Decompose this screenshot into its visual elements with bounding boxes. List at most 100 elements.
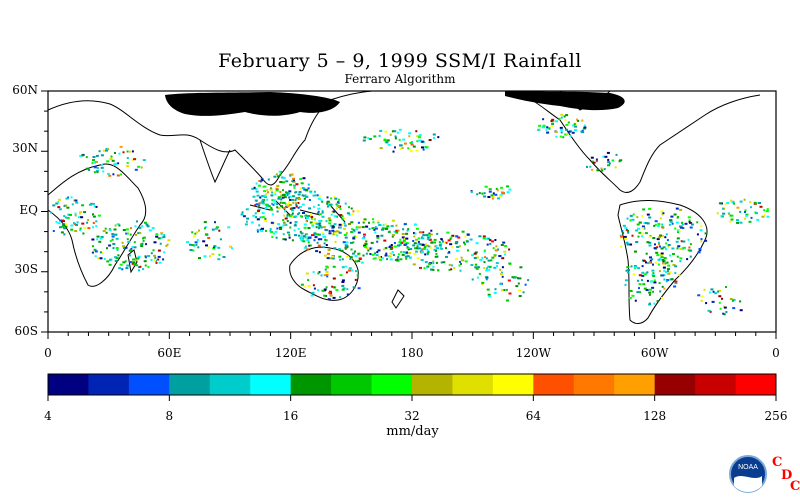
- rain-pixel: [344, 246, 348, 249]
- rain-pixel: [303, 197, 306, 200]
- rain-pixel: [478, 272, 481, 275]
- rain-pixel: [79, 229, 82, 231]
- rain-pixel: [96, 167, 99, 169]
- rain-pixel: [81, 154, 84, 157]
- rain-pixel: [324, 254, 327, 257]
- rain-pixel: [379, 258, 383, 261]
- lat-label: 60N: [12, 83, 38, 97]
- rain-pixel: [227, 226, 231, 229]
- rain-pixel: [634, 299, 637, 302]
- rain-pixel: [131, 158, 134, 161]
- rain-pixel: [381, 257, 384, 260]
- rain-pixel: [630, 265, 633, 268]
- rain-pixel: [395, 224, 398, 227]
- rain-pixel: [289, 183, 293, 186]
- rain-pixel: [493, 291, 497, 294]
- rain-pixel: [335, 230, 339, 233]
- rain-pixel: [92, 215, 96, 218]
- rain-pixel: [416, 245, 419, 248]
- rain-pixel: [303, 188, 307, 191]
- rain-pixel: [129, 254, 132, 257]
- rain-pixel: [345, 271, 348, 274]
- rain-pixel: [696, 221, 699, 224]
- rain-pixel: [374, 231, 377, 234]
- rain-pixel: [147, 266, 150, 269]
- rain-pixel: [718, 202, 722, 205]
- rainfall-pixels: [50, 113, 770, 316]
- rain-pixel: [619, 159, 623, 162]
- rain-pixel: [297, 206, 300, 209]
- rain-pixel: [674, 280, 678, 283]
- rain-pixel: [304, 194, 307, 197]
- rain-pixel: [455, 241, 459, 243]
- rain-pixel: [438, 244, 442, 247]
- rain-pixel: [138, 269, 140, 272]
- rain-pixel: [328, 232, 332, 235]
- rain-pixel: [433, 137, 435, 140]
- rain-pixel: [648, 235, 651, 238]
- rain-pixel: [353, 235, 356, 238]
- rain-pixel: [264, 185, 267, 188]
- rain-pixel: [393, 130, 397, 133]
- rain-pixel: [106, 160, 110, 163]
- rain-pixel: [144, 256, 147, 259]
- rain-pixel: [312, 194, 315, 197]
- rain-pixel: [418, 139, 422, 142]
- rain-pixel: [398, 128, 402, 131]
- rain-pixel: [487, 259, 491, 262]
- rain-pixel: [213, 245, 216, 247]
- rain-pixel: [93, 248, 97, 251]
- rain-pixel: [440, 261, 443, 264]
- rain-pixel: [345, 245, 347, 248]
- rain-pixel: [365, 247, 369, 250]
- rain-pixel: [722, 312, 725, 315]
- rain-pixel: [341, 281, 345, 283]
- rain-pixel: [332, 296, 336, 299]
- rain-pixel: [373, 135, 377, 138]
- rain-pixel: [483, 192, 486, 195]
- rain-pixel: [424, 261, 428, 263]
- rain-pixel: [412, 244, 416, 247]
- rain-pixel: [674, 282, 678, 285]
- rain-pixel: [280, 171, 283, 174]
- rain-pixel: [648, 291, 652, 294]
- rain-pixel: [564, 119, 567, 121]
- rain-pixel: [354, 255, 358, 257]
- rain-pixel: [459, 260, 461, 263]
- rain-pixel: [229, 245, 232, 248]
- rain-pixel: [567, 121, 570, 124]
- rain-pixel: [303, 226, 307, 229]
- rain-pixel: [648, 244, 652, 247]
- rain-pixel: [645, 252, 648, 255]
- rain-pixel: [395, 229, 399, 232]
- rain-pixel: [158, 261, 162, 264]
- rain-pixel: [322, 233, 325, 236]
- rain-pixel: [321, 211, 324, 214]
- rain-pixel: [697, 294, 701, 297]
- rain-pixel: [297, 213, 299, 216]
- rain-pixel: [698, 248, 702, 250]
- rain-pixel: [259, 196, 262, 199]
- rain-pixel: [205, 244, 208, 247]
- rain-pixel: [335, 289, 339, 292]
- rain-pixel: [414, 247, 418, 250]
- rain-pixel: [83, 211, 87, 214]
- rain-pixel: [447, 239, 451, 242]
- rain-pixel: [357, 287, 361, 290]
- rain-pixel: [500, 191, 504, 194]
- rain-pixel: [59, 219, 63, 222]
- rain-pixel: [664, 236, 667, 239]
- rain-pixel: [459, 269, 462, 272]
- rain-pixel: [386, 258, 388, 261]
- rain-pixel: [266, 198, 269, 201]
- rain-pixel: [473, 252, 477, 255]
- rain-pixel: [558, 117, 561, 120]
- rain-pixel: [485, 278, 488, 281]
- rain-pixel: [435, 261, 438, 264]
- rain-pixel: [339, 296, 342, 299]
- rain-pixel: [258, 180, 262, 182]
- rain-pixel: [343, 227, 346, 230]
- rain-pixel: [608, 162, 611, 165]
- rain-pixel: [653, 302, 656, 305]
- rain-pixel: [464, 243, 467, 246]
